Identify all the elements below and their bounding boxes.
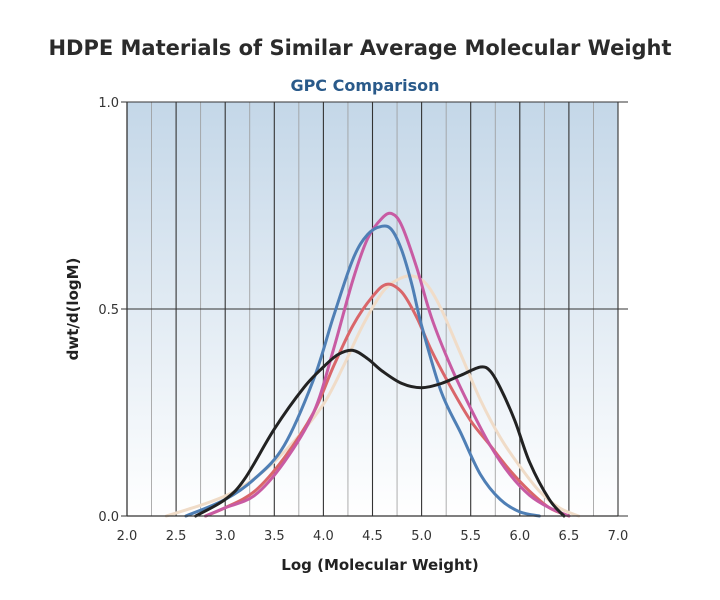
x-tick-label: 2.0 bbox=[117, 529, 138, 544]
x-tick-label: 3.0 bbox=[215, 529, 236, 544]
series-line-3 bbox=[204, 211, 571, 518]
x-tick-label: 2.5 bbox=[166, 529, 187, 544]
y-tick-label: 0.0 bbox=[98, 510, 119, 525]
series-line-2 bbox=[184, 224, 541, 518]
chart-subtitle: GPC Comparison bbox=[290, 76, 439, 95]
series-line-1 bbox=[194, 348, 566, 518]
tick-labels: 2.0 2.5 3.0 3.5 4.0 4.5 5.0 5.5 6.0 6.5 7.0 0.0 0.5 1… bbox=[98, 96, 628, 544]
x-tick-label: 7.0 bbox=[608, 529, 629, 544]
series-layer bbox=[164, 211, 581, 518]
axes bbox=[126, 102, 618, 517]
series-line-4 bbox=[204, 282, 571, 518]
x-axis-label: Log (Molecular Weight) bbox=[281, 556, 478, 574]
x-tick-label: 5.5 bbox=[460, 529, 481, 544]
x-tick-label: 6.0 bbox=[509, 529, 530, 544]
x-tick-label: 6.5 bbox=[559, 529, 580, 544]
y-axis-label: dwt/d(logM) bbox=[64, 258, 82, 361]
x-tick-label: 4.0 bbox=[313, 529, 334, 544]
x-tick-label: 5.0 bbox=[411, 529, 432, 544]
x-tick-label: 4.5 bbox=[362, 529, 383, 544]
y-tick-label: 0.5 bbox=[98, 303, 119, 318]
chart-title: HDPE Materials of Similar Average Molecu… bbox=[48, 36, 671, 60]
y-tick-label: 1.0 bbox=[98, 96, 119, 111]
x-tick-label: 3.5 bbox=[264, 529, 285, 544]
